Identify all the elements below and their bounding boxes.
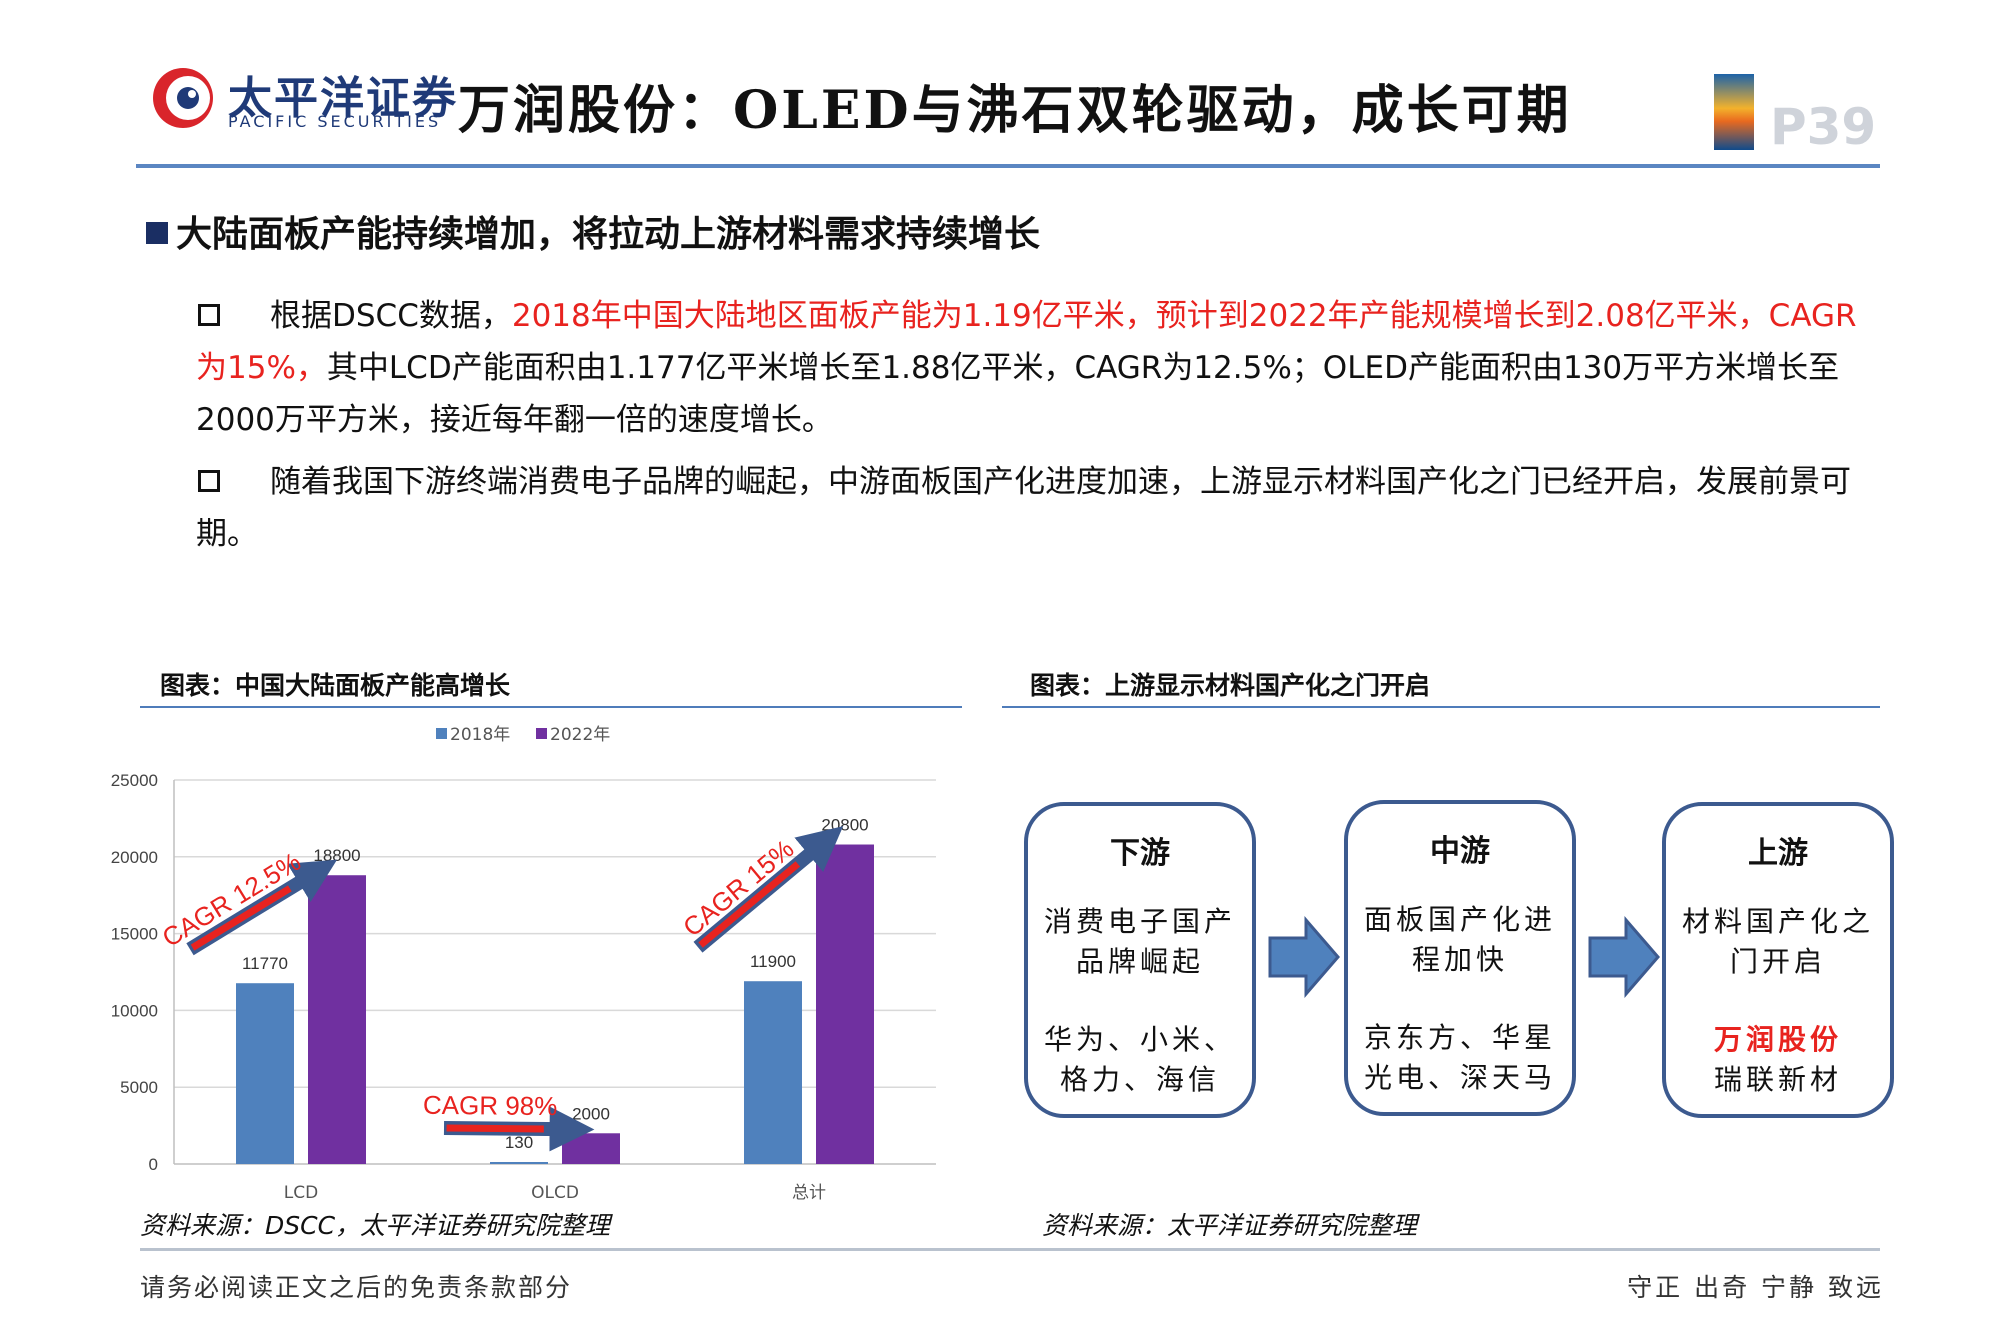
footer-divider [140,1248,1880,1251]
section-title: 大陆面板产能持续增加，将拉动上游材料需求持续增长 [146,205,1040,257]
header-divider [136,164,1880,168]
bullet-highlight: 2018年中国大陆地区面板产能为1.19亿平米，预计到2022年产能规模增长到2… [196,298,1857,386]
flow-box-title: 上游 [1748,836,1808,871]
page-number: P39 [1770,98,1877,156]
flow-box-upstream: 上游 材料国产化之门开启 万润股份瑞联新材 [1662,802,1894,1118]
bullet-paragraph: 根据DSCC数据，2018年中国大陆地区面板产能为1.19亿平米，预计到2022… [196,290,1882,446]
figure-caption-right: 图表：上游显示材料国产化之门开启 [1030,671,1431,700]
right-arrow-icon [1268,916,1340,998]
section-title-text: 大陆面板产能持续增加，将拉动上游材料需求持续增长 [176,214,1041,255]
flow-box-company: 瑞联新材 [1713,1063,1842,1096]
logo-text-cn: 太平洋证券 [228,73,458,124]
cagr-arrow-fill [698,861,801,948]
figure-source-left: 资料来源：DSCC，太平洋证券研究院整理 [140,1211,611,1240]
bullet-paragraph: 随着我国下游终端消费电子品牌的崛起，中游面板国产化进度加速，上游显示材料国产化之… [196,456,1882,560]
bar [490,1162,548,1164]
flow-box-downstream: 下游 消费电子国产品牌崛起 华为、小米、格力、海信 [1024,802,1256,1118]
legend-swatch [436,728,447,739]
cagr-annotation: CAGR 15% [677,833,799,942]
bar [744,981,802,1164]
flow-box-companies: 万润股份 瑞联新材 [1680,1020,1876,1100]
flow-box-companies: 华为、小米、格力、海信 [1043,1023,1236,1096]
cover-thumbnail-image [1714,74,1754,150]
y-tick-label: 25000 [111,771,158,790]
figure-rule-right [1002,706,1880,708]
y-tick-label: 0 [149,1155,158,1174]
data-label: 11770 [242,954,288,973]
legend-swatch [536,728,547,739]
bullet-text: 随着我国下游终端消费电子品牌的崛起，中游面板国产化进度加速，上游显示材料国产化之… [196,464,1851,552]
bar [236,983,294,1164]
y-tick-label: 5000 [120,1078,158,1097]
data-label: 2000 [572,1104,610,1123]
cagr-annotation: CAGR 98% [423,1090,558,1121]
y-tick-label: 15000 [111,925,158,944]
y-tick-label: 10000 [111,1001,158,1020]
flow-box-midstream: 中游 面板国产化进程加快 京东方、华星光电、深天马 [1344,800,1576,1116]
bullet-text: 根据DSCC数据， [270,298,512,334]
x-tick-label: LCD [284,1183,318,1203]
data-label: 18800 [313,846,360,865]
logo-text-en: PACIFIC SECURITIES [228,112,442,131]
footer-disclaimer: 请务必阅读正文之后的免责条款部分 [140,1273,573,1302]
page-title: 万润股份：OLED与沸石双轮驱动，成长可期 [458,80,1572,141]
checkbox-bullet-icon [198,304,220,326]
flow-box-text: 消费电子国产品牌崛起 [1043,905,1236,978]
flow-box-companies: 京东方、华星光电、深天马 [1363,1021,1556,1094]
bar [816,844,874,1164]
data-label: 11900 [750,952,796,971]
flow-box-text: 面板国产化进程加快 [1363,903,1556,976]
flow-box-title: 中游 [1430,834,1490,869]
footer-motto: 守正 出奇 宁静 致远 [1627,1273,1884,1302]
cagr-arrow-fill [190,885,292,951]
figure-rule-left [140,706,962,708]
data-label: 130 [505,1133,533,1152]
bar [308,875,366,1164]
bar [562,1133,620,1164]
data-label: 20800 [821,816,868,835]
bullet-text: 其中LCD产能面积由1.177亿平米增长至1.88亿平米，CAGR为12.5%；… [196,350,1840,438]
figure-source-right: 资料来源：太平洋证券研究院整理 [1042,1211,1418,1240]
logo-icon [153,68,213,128]
square-bullet-icon [146,222,168,244]
flow-box-highlight: 万润股份 [1713,1023,1842,1056]
flow-box-text: 材料国产化之门开启 [1681,905,1874,978]
capacity-bar-chart: 2018年 2022年 0 5000 10000 15000 20000 25000 LCD 1… [111,725,936,1203]
y-tick-label: 20000 [111,848,158,867]
x-tick-label: 总计 [792,1183,826,1203]
right-arrow-icon [1588,916,1660,998]
figure-caption-left: 图表：中国大陆面板产能高增长 [160,671,511,700]
checkbox-bullet-icon [198,470,220,492]
x-tick-label: OLCD [531,1183,579,1203]
legend-label: 2022年 [550,725,610,745]
cagr-arrow-fill [446,1124,544,1133]
legend-label: 2018年 [450,725,510,745]
flow-box-title: 下游 [1110,836,1170,871]
